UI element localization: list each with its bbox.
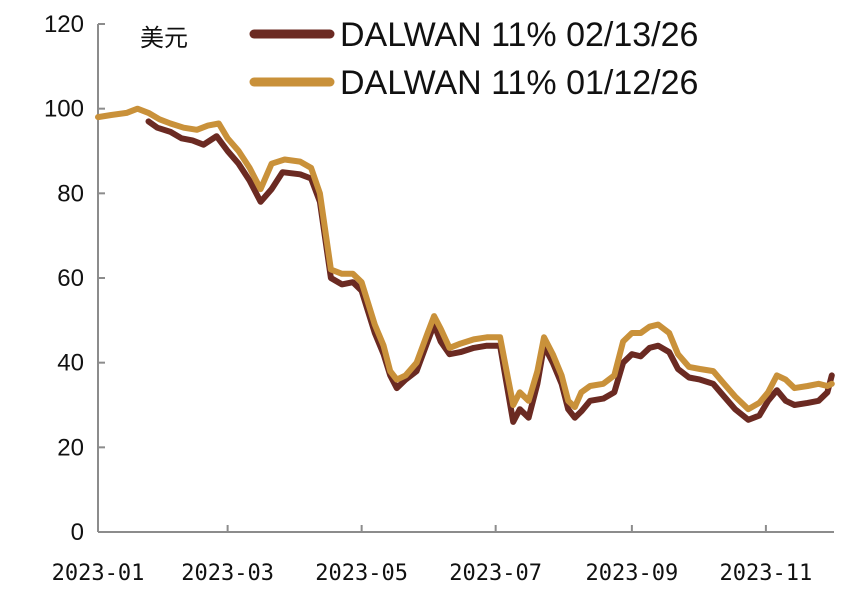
series-line-2 [95,105,835,413]
legend-label-series-2: DALWAN 11% 01/12/26 [340,64,698,102]
series-lines [95,105,835,425]
legend-label-series-1: DALWAN 11% 02/13/26 [340,16,698,54]
x-tick-label: 2023-03 [181,561,274,586]
y-tick-label: 80 [57,180,84,207]
y-tick-label: 100 [44,96,84,123]
y-tick-label: 20 [57,434,84,461]
x-tick-label: 2023-11 [720,561,813,586]
y-tick-label: 120 [44,11,84,38]
unit-label: 美元 [140,24,188,52]
y-tick-label: 0 [71,519,84,546]
x-tick-label: 2023-07 [449,561,542,586]
y-tick-label: 40 [57,350,84,377]
x-tick-label: 2023-09 [586,561,679,586]
x-tick-label: 2023-01 [52,561,145,586]
y-axis-ticks: 0 20 40 60 80 100 120 [44,11,105,546]
legend: DALWAN 11% 02/13/26 DALWAN 11% 01/12/26 [249,16,698,102]
y-tick-label: 60 [57,265,84,292]
x-axis-ticks: 2023-01 2023-03 2023-05 2023-07 2023-09 2023-… [52,525,813,586]
x-tick-label: 2023-05 [315,561,408,586]
